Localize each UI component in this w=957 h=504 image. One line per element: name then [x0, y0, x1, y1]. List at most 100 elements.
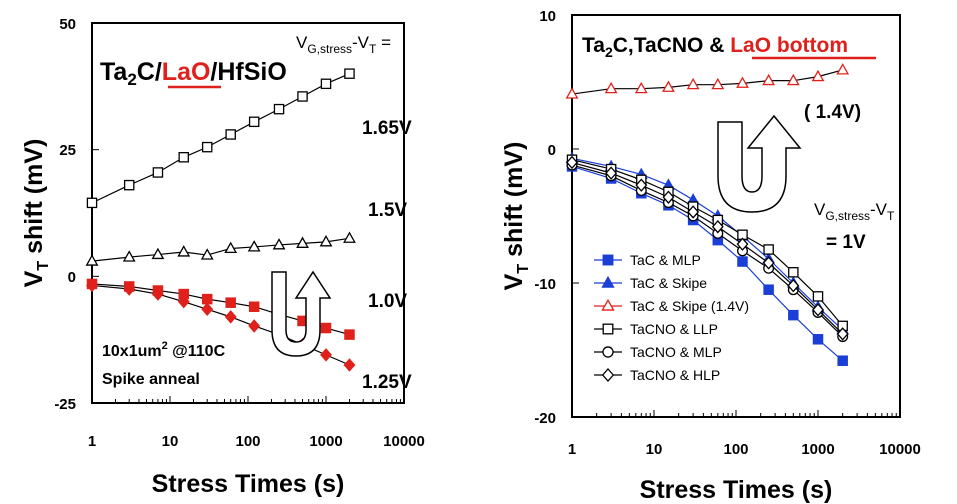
- left-voltage-label: 1.0V: [368, 291, 407, 312]
- data-point: [711, 77, 725, 90]
- legend-swatch-marker: [601, 298, 615, 311]
- data-point: [225, 297, 236, 308]
- right-stress-condition: VG,stress-VT: [814, 200, 895, 223]
- data-point: [86, 278, 98, 293]
- data-point: [788, 267, 799, 278]
- data-point: [812, 334, 824, 345]
- data-point: [320, 348, 332, 362]
- data-point: [836, 63, 850, 75]
- data-point: [565, 87, 579, 99]
- data-point: [604, 81, 618, 94]
- data-point: [736, 76, 749, 88]
- legend-entry: TaC & Skipe: [630, 275, 707, 291]
- right-x-tick: 1: [568, 441, 576, 458]
- data-point: [272, 238, 286, 250]
- data-point: [736, 237, 749, 251]
- data-point: [151, 247, 165, 260]
- data-point: [177, 294, 190, 309]
- data-point: [224, 310, 237, 324]
- data-point: [786, 73, 800, 86]
- data-point: [343, 231, 356, 243]
- right-x-tick: 100: [723, 441, 748, 458]
- right-axis-ticks: [571, 14, 901, 418]
- data-point: [178, 152, 189, 163]
- data-point: [811, 69, 825, 82]
- right-voltage-alt: ( 1.4V): [804, 102, 861, 123]
- left-note-line1: 10x1um2 @110C: [102, 340, 226, 360]
- left-x-tick: 10: [162, 433, 179, 450]
- data-point: [122, 250, 136, 262]
- right-chart-title: Ta2C,TaCNO & LaO bottom: [582, 34, 848, 60]
- data-point: [273, 103, 285, 115]
- data-point: [344, 68, 355, 79]
- right-voltage-main: = 1V: [826, 232, 866, 253]
- data-point: [177, 245, 191, 257]
- data-point: [320, 322, 332, 334]
- data-point: [200, 248, 214, 260]
- data-point: [296, 236, 309, 248]
- data-point: [344, 329, 355, 340]
- left-voltage-label: 1.25V: [362, 372, 412, 393]
- right-legend: TaC & MLP TaC & Skipe TaC & Skipe (1.4V) Ta…: [594, 252, 749, 383]
- right-y-tick: 10: [539, 8, 556, 25]
- data-point: [201, 293, 213, 305]
- legend-swatch-marker: [602, 323, 614, 335]
- left-voltage-label: 1.5V: [368, 200, 407, 221]
- right-y-tick: -20: [534, 410, 556, 427]
- data-point: [635, 178, 648, 192]
- data-point: [812, 303, 824, 317]
- left-x-tick: 1000: [309, 433, 342, 450]
- data-point: [201, 302, 214, 317]
- data-point: [248, 301, 260, 312]
- left-chart-title: Ta2C/LaO/HfSiO: [100, 58, 287, 89]
- legend-entry: TaC & MLP: [630, 252, 701, 268]
- right-series-group: [565, 63, 850, 366]
- right-chart: 10 0 -10 -20 1 10 100 1000 10000 Stress …: [500, 8, 921, 504]
- data-point: [297, 91, 308, 102]
- left-x-axis-label: Stress Times (s): [152, 470, 345, 498]
- data-point: [152, 167, 164, 178]
- legend-swatch-marker: [601, 275, 615, 288]
- data-point: [687, 205, 700, 219]
- data-point: [788, 309, 799, 321]
- data-point: [737, 256, 748, 267]
- data-point: [812, 291, 824, 302]
- data-point: [837, 355, 848, 366]
- data-point: [605, 166, 618, 180]
- left-y-tick: 0: [68, 269, 76, 286]
- left-voltage-label: 1.65V: [362, 118, 412, 139]
- data-point: [787, 278, 800, 293]
- left-x-tick: 100: [235, 433, 260, 450]
- legend-swatch-marker: [602, 254, 614, 266]
- data-point: [85, 254, 99, 266]
- data-point: [763, 244, 774, 255]
- data-point: [201, 141, 213, 153]
- data-point: [151, 287, 164, 301]
- right-x-axis-label: Stress Times (s): [640, 476, 833, 504]
- legend-entry: TaC & Skipe (1.4V): [630, 298, 749, 314]
- data-point: [224, 241, 238, 254]
- right-y-tick: 0: [548, 142, 556, 159]
- data-point: [662, 190, 675, 204]
- left-x-tick: 10000: [383, 433, 425, 450]
- data-point: [319, 235, 333, 247]
- left-note-line2: Spike anneal: [102, 371, 200, 388]
- data-point: [86, 197, 98, 209]
- data-point: [711, 219, 724, 234]
- legend-swatch-marker: [601, 368, 615, 382]
- legend-entry: TaCNO & MLP: [630, 344, 722, 360]
- right-x-tick: 10000: [879, 441, 921, 458]
- data-point: [763, 284, 774, 295]
- data-point: [836, 327, 849, 341]
- right-y-axis-label: VT shift (mV): [500, 142, 532, 291]
- data-point: [225, 129, 236, 140]
- data-point: [248, 319, 261, 333]
- data-point: [343, 358, 356, 372]
- data-point: [762, 256, 775, 270]
- legend-swatch-marker: [602, 346, 614, 358]
- data-point: [248, 116, 260, 128]
- left-x-tick: 1: [88, 433, 96, 450]
- legend-entry: TaCNO & HLP: [630, 367, 720, 383]
- up-turn-arrow-icon: [717, 114, 802, 213]
